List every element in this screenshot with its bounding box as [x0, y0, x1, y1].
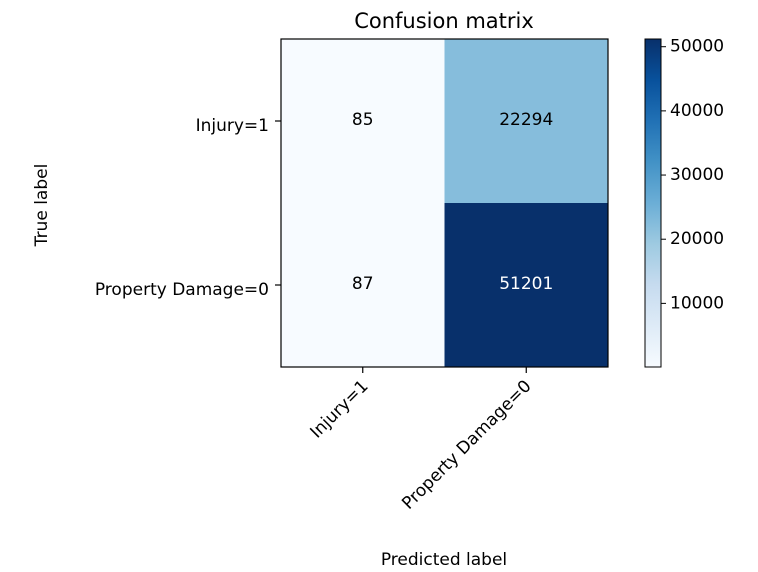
heatmap-cell-1-0 [281, 203, 445, 368]
chart-title: Confusion matrix [354, 9, 534, 33]
heatmap-cells [281, 39, 609, 368]
cell-value-labels: 85 22294 87 51201 [352, 110, 553, 294]
colorbar-tick-label-1: 20000 [670, 229, 724, 249]
x-tick-marks [362, 367, 527, 373]
colorbar-tick-label-0: 10000 [670, 293, 724, 313]
heatmap-cell-1-1 [444, 203, 609, 368]
x-axis-label: Predicted label [381, 550, 507, 570]
y-tick-label-injury: Injury=1 [196, 116, 269, 136]
plot-frame [280, 38, 609, 368]
y-tick-label-property-damage: Property Damage=0 [95, 280, 269, 300]
cell-value-0-0: 85 [352, 110, 374, 130]
colorbar-tick-label-2: 30000 [670, 165, 724, 185]
heatmap-cell-0-0 [281, 39, 445, 204]
x-tick-label-property-damage: Property Damage=0 [398, 376, 535, 513]
cell-value-0-1: 22294 [499, 110, 553, 130]
x-tick-label-injury: Injury=1 [306, 376, 372, 442]
cell-value-1-1: 51201 [499, 274, 553, 294]
colorbar-tick-label-4: 50000 [670, 37, 724, 57]
heatmap-cell-0-1 [444, 39, 609, 204]
colorbar-ticks: 10000 20000 30000 40000 50000 [661, 37, 724, 313]
y-tick-marks [275, 120, 281, 286]
y-axis-label: True label [32, 164, 52, 248]
cell-value-1-0: 87 [352, 274, 374, 294]
colorbar [644, 38, 662, 368]
colorbar-tick-label-3: 40000 [670, 101, 724, 121]
